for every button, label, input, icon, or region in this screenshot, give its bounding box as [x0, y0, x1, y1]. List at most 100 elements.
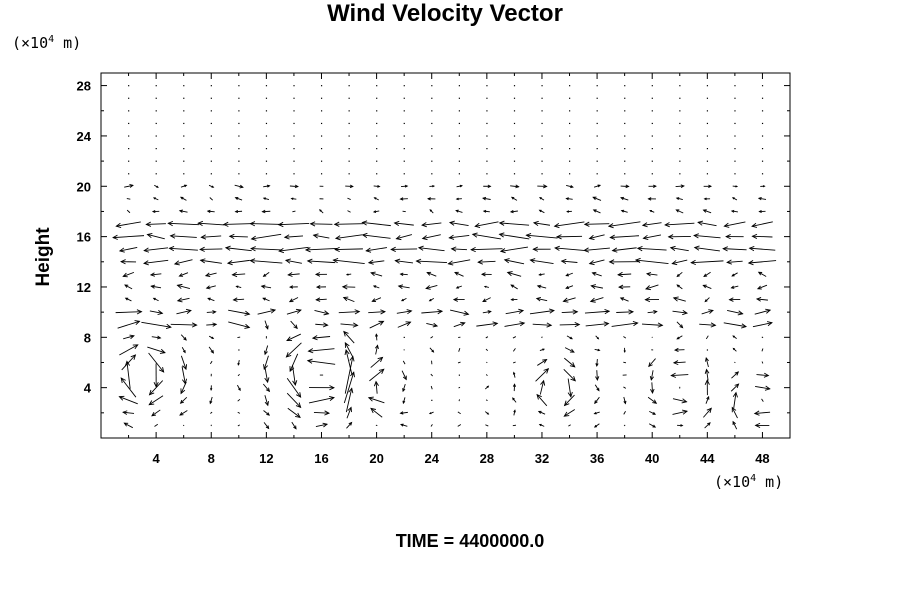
wind-vector-head — [566, 210, 570, 213]
wind-vector — [510, 184, 520, 189]
wind-vector-head — [315, 285, 321, 289]
wind-vector — [537, 358, 548, 366]
wind-vector — [348, 173, 350, 175]
wind-vector — [123, 334, 135, 340]
wind-vector-shaft — [149, 310, 163, 314]
wind-vector-shaft — [250, 260, 283, 264]
wind-vector — [679, 97, 681, 99]
wind-vector — [554, 245, 584, 251]
wind-vector-head — [648, 362, 653, 368]
wind-vector-head — [370, 271, 376, 277]
wind-vector-shaft — [589, 259, 605, 265]
wind-vector-head — [645, 271, 652, 277]
wind-vector-dot — [293, 97, 295, 99]
wind-vector-head — [112, 234, 118, 240]
wind-vector-head — [669, 245, 676, 251]
wind-vector-head — [754, 422, 761, 428]
wind-vector — [210, 97, 212, 99]
wind-vector-head — [284, 258, 291, 264]
wind-vector-dot — [210, 148, 212, 150]
wind-vector-head — [266, 184, 271, 188]
wind-vector — [376, 85, 378, 87]
wind-vector-shaft — [346, 407, 352, 419]
wind-vector-shaft — [369, 368, 385, 382]
wind-vector — [293, 85, 295, 87]
wind-vector-shaft — [396, 234, 413, 240]
wind-vector-shaft — [676, 321, 683, 328]
wind-vector-shaft — [368, 260, 385, 264]
wind-vector — [541, 122, 543, 125]
wind-vector-head — [591, 271, 597, 276]
x-tick-label: 28 — [480, 451, 494, 466]
wind-vector-head — [757, 271, 763, 276]
wind-vector-shaft — [289, 353, 299, 372]
wind-vector — [512, 397, 517, 403]
wind-vector-head — [200, 234, 207, 240]
wind-vector — [453, 321, 466, 328]
wind-vector — [399, 272, 408, 276]
wind-vector — [121, 354, 137, 371]
wind-vector-shaft — [754, 411, 771, 414]
wind-vector-shaft — [170, 323, 197, 326]
wind-vector — [669, 245, 689, 252]
wind-vector — [476, 321, 499, 327]
wind-vector-head — [235, 285, 239, 288]
wind-vector — [731, 406, 738, 419]
wind-vector — [756, 372, 770, 378]
wind-vector — [706, 160, 709, 162]
wind-vector-head — [492, 321, 499, 327]
wind-vector-head — [375, 333, 378, 337]
wind-vector-shaft — [168, 222, 200, 226]
wind-vector — [624, 135, 626, 137]
wind-vector-shaft — [335, 234, 363, 239]
wind-vector-dot — [348, 110, 350, 112]
wind-vector-head — [421, 222, 427, 228]
wind-vector-shaft — [635, 259, 669, 265]
wind-vector-head — [136, 309, 143, 315]
wind-vector-dot — [706, 97, 709, 99]
wind-vector-head — [704, 379, 710, 385]
wind-vector-head — [486, 412, 490, 415]
wind-vector — [181, 366, 188, 385]
wind-vector-shaft — [589, 234, 605, 239]
wind-vector-head — [122, 410, 128, 415]
wind-vector-shaft — [507, 271, 522, 277]
wind-vector — [616, 309, 635, 315]
wind-vector — [265, 110, 268, 112]
wind-vector — [399, 411, 408, 415]
wind-vector — [206, 310, 217, 314]
wind-vector-dot — [569, 85, 571, 87]
wind-vector-shaft — [698, 221, 717, 227]
wind-vector-head — [448, 234, 455, 240]
wind-vector-head — [329, 395, 335, 402]
wind-vector-shaft — [530, 259, 554, 264]
wind-vector-head — [731, 197, 735, 200]
wind-vector-head — [178, 273, 184, 277]
wind-vector — [348, 160, 350, 162]
wind-vector — [455, 209, 463, 213]
wind-vector-head — [399, 197, 404, 201]
wind-vector — [178, 272, 189, 277]
wind-vector — [702, 209, 712, 214]
wind-vector — [555, 234, 583, 240]
wind-vector-shaft — [761, 398, 764, 402]
y-axis-unit: (×104 m) — [12, 34, 82, 52]
wind-vector — [591, 271, 602, 277]
wind-vector-shaft — [430, 424, 433, 427]
wind-vector-shaft — [472, 233, 501, 240]
wind-vector-shaft — [426, 323, 438, 327]
wind-vector-head — [634, 257, 641, 264]
wind-vector-shaft — [482, 297, 491, 302]
wind-vector — [210, 110, 212, 112]
wind-vector — [369, 320, 385, 329]
wind-vector — [263, 422, 270, 430]
wind-vector-head — [165, 323, 172, 330]
wind-vector-shaft — [471, 248, 503, 251]
wind-vector — [371, 297, 382, 303]
wind-vector-shaft — [233, 298, 245, 301]
wind-vector-dot — [651, 85, 653, 87]
wind-vector-dot — [238, 110, 240, 112]
wind-vector-shaft — [264, 367, 269, 383]
wind-vector-shaft — [451, 248, 467, 251]
wind-vector-shaft — [394, 222, 414, 226]
